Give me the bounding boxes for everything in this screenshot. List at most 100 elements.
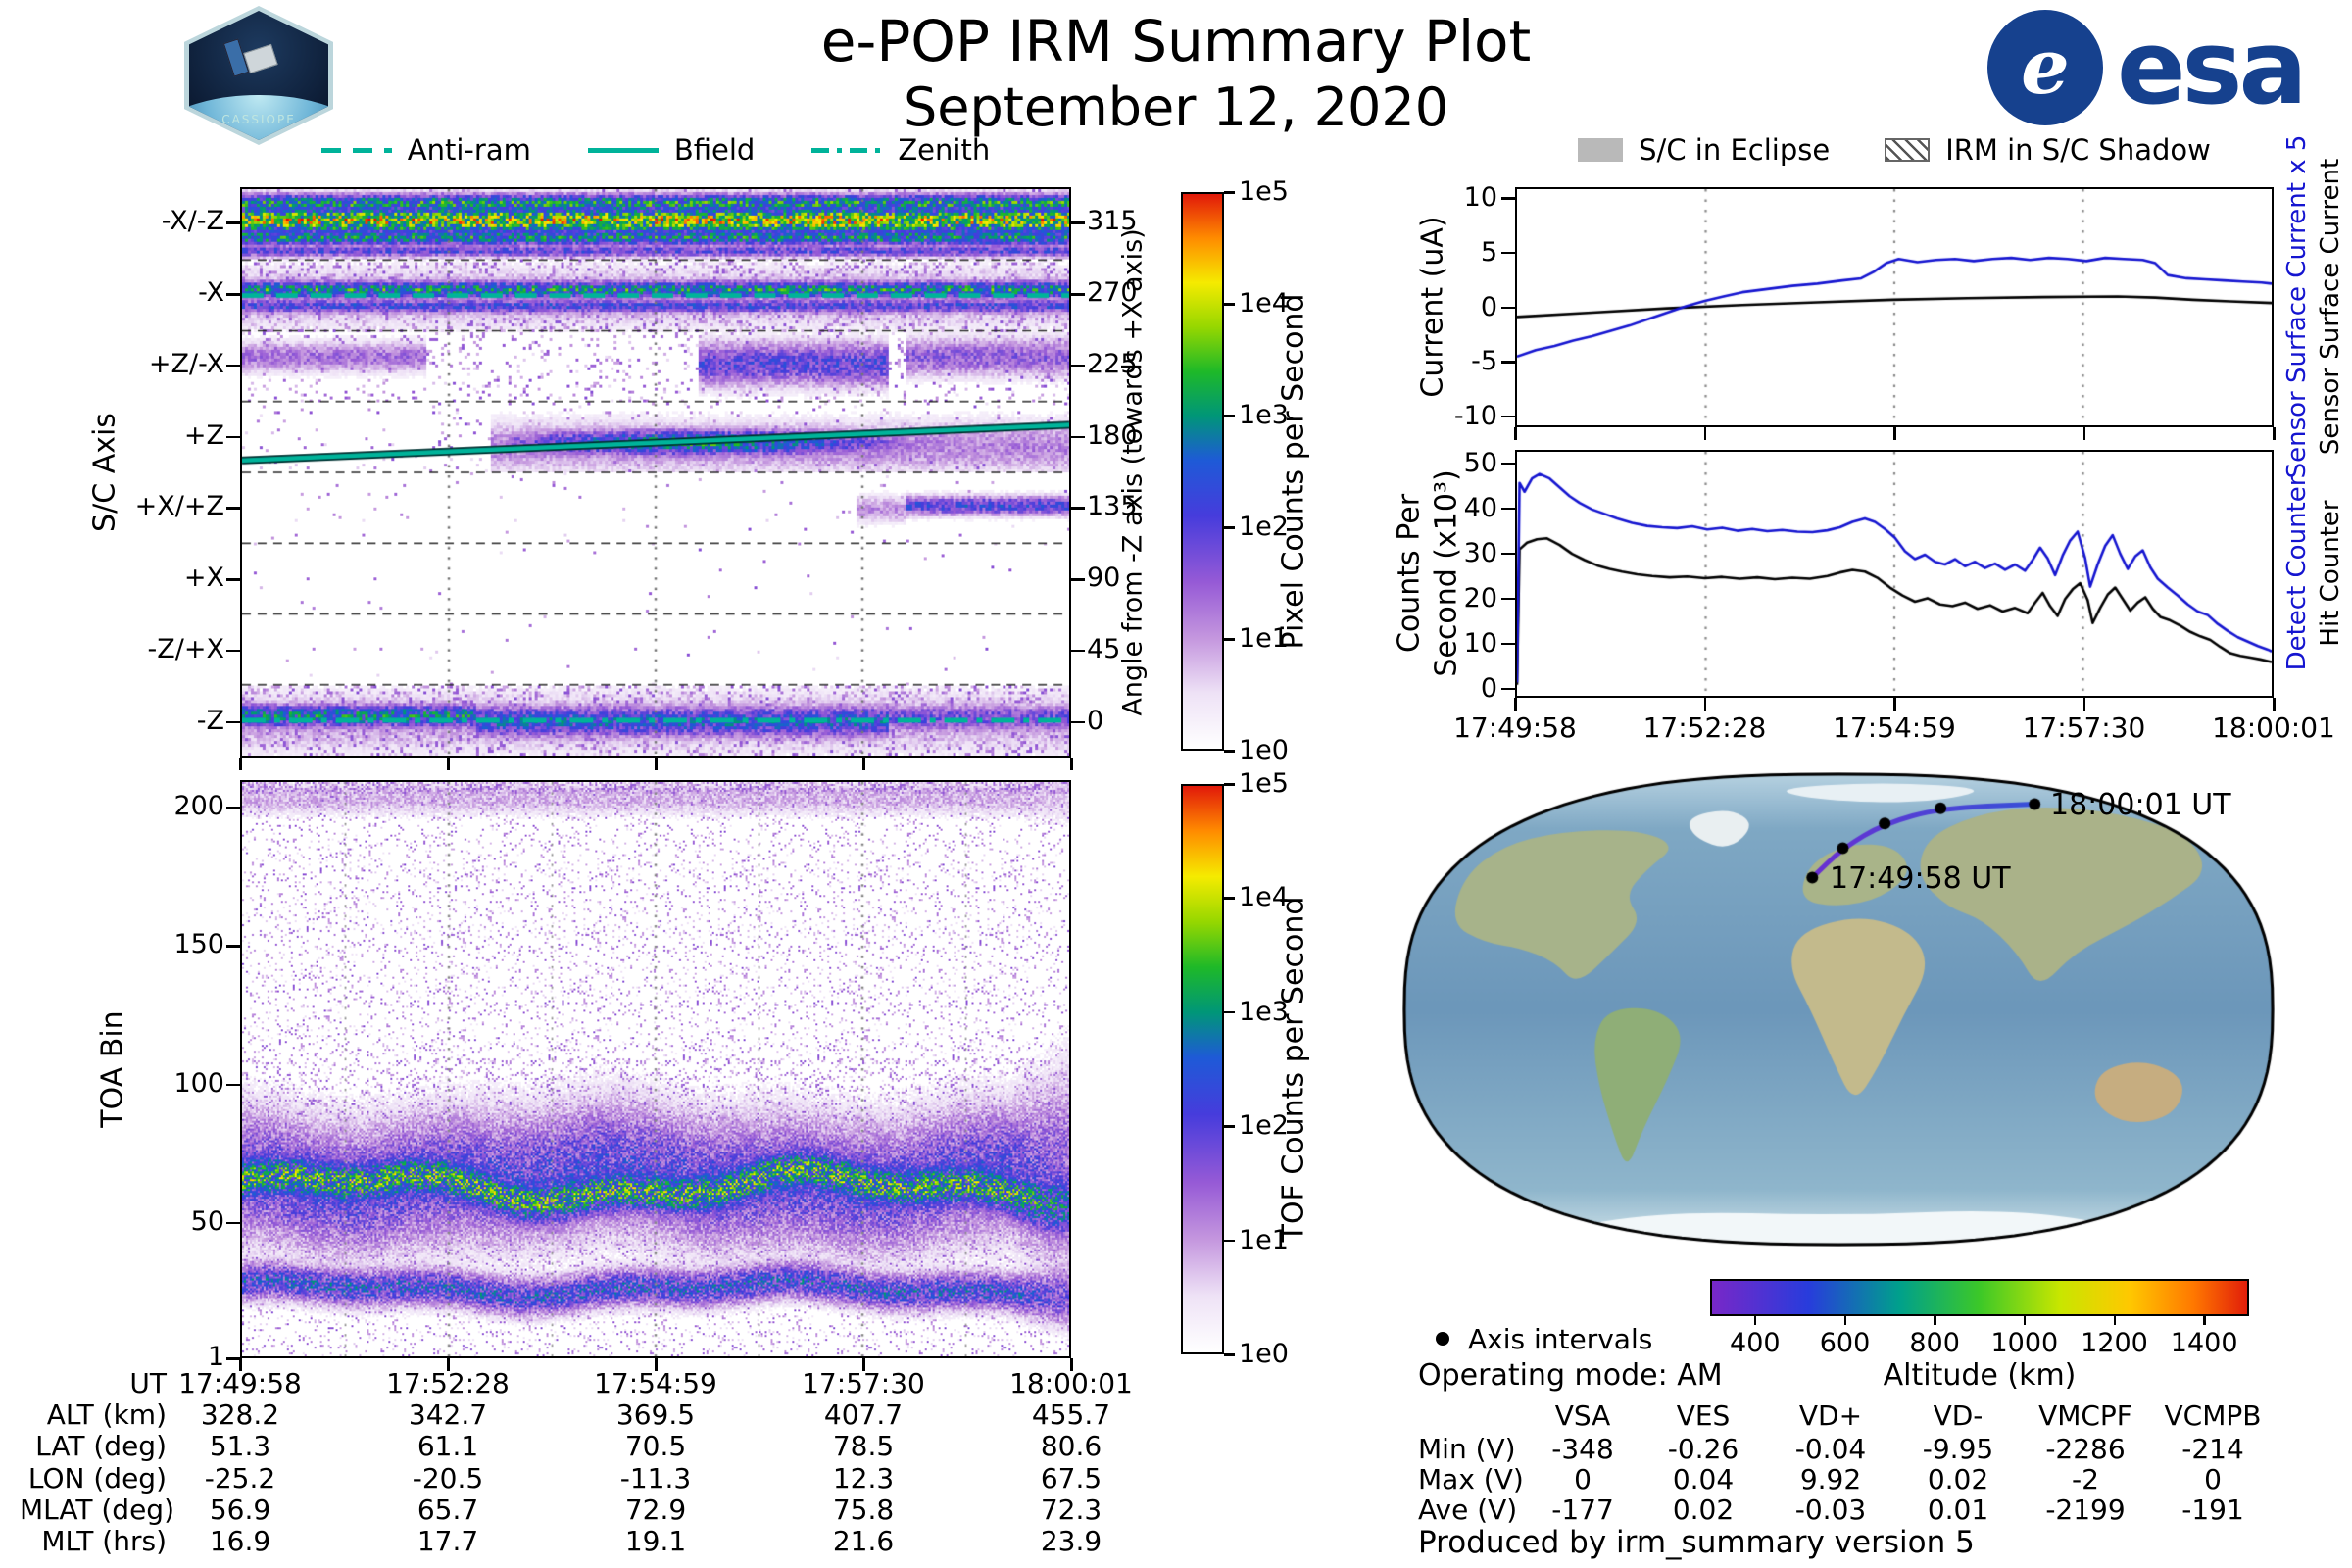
toa-ytick-mark (226, 1221, 240, 1225)
hv-value: -2286 (2045, 1433, 2126, 1465)
esa-logo: e esa (1987, 8, 2308, 127)
toa-ytick-label: 100 (173, 1067, 224, 1099)
hv-col-header: VSA (1554, 1399, 1611, 1432)
ephemeris-value: -11.3 (619, 1462, 692, 1494)
pixel-cbar-tick-label: 1e3 (1239, 400, 1289, 430)
ephemeris-value: 328.2 (200, 1398, 280, 1431)
ephemeris-value: 17:52:28 (386, 1367, 510, 1399)
altitude-cbar-tick-label: 600 (1819, 1328, 1871, 1358)
tof-cbar-bar (1181, 784, 1224, 1354)
tof-cbar-tick-mark (1224, 1010, 1235, 1014)
ephemeris-value: 65.7 (416, 1494, 479, 1526)
x-tick-mark (2082, 427, 2085, 440)
axis-interval-dot-icon (1436, 1332, 1449, 1346)
pixel-cbar-tick-label: 1e1 (1239, 623, 1289, 654)
toa-spectrogram-panel (240, 780, 1071, 1358)
tof-cbar-tick-mark (1224, 1353, 1235, 1356)
x-tick-mark (239, 1358, 242, 1371)
counts-xtick-label: 17:52:28 (1642, 711, 1767, 744)
ephemeris-value: 369.5 (615, 1398, 696, 1431)
counts-xtick-label: 17:49:58 (1453, 711, 1577, 744)
ephemeris-value: 23.9 (1040, 1525, 1102, 1557)
altitude-cbar-tick-mark (1753, 1316, 1757, 1325)
hv-row-label: Min (V) (1418, 1433, 1516, 1465)
angle-ytick-mark (1071, 293, 1085, 296)
angle-ytick-mark (1071, 649, 1085, 653)
sc-axis-ytick-mark (226, 649, 240, 653)
ground-track-map (1402, 772, 2275, 1247)
pixel-cbar-tick-mark (1224, 526, 1235, 529)
current-ytick-label: 5 (1480, 236, 1497, 268)
toa-ytick-label: 150 (173, 929, 224, 960)
x-tick-mark (1514, 427, 1517, 440)
shadow-hatch-swatch (1885, 138, 1931, 162)
sc-axis-ytick-mark (226, 364, 240, 368)
sc-axis-ytick-label: -X (198, 277, 224, 309)
sc-axis-ytick-label: +X/+Z (134, 491, 224, 522)
produced-by-footer: Produced by irm_summary version 5 (1418, 1525, 1975, 1560)
angle-ytick-label: 135 (1087, 491, 1138, 522)
hv-row-label: Max (V) (1418, 1463, 1524, 1495)
altitude-cbar-tick-label: 1200 (2081, 1328, 2148, 1358)
angle-ytick-label: 0 (1087, 705, 1104, 736)
hv-value: 0 (1574, 1463, 1592, 1495)
zenith-legend-label: Zenith (898, 133, 991, 167)
x-tick-mark (447, 758, 450, 770)
hv-value: 0.02 (1927, 1463, 1989, 1495)
current-ytick-mark (1501, 197, 1515, 200)
pixel-cbar-tick-label: 1e4 (1239, 288, 1289, 318)
pointing-legend: Anti-ram Bfield Zenith (240, 133, 1071, 167)
x-tick-mark (2273, 427, 2276, 440)
altitude-cbar (1710, 1279, 2249, 1316)
hv-col-header: VD- (1933, 1399, 1984, 1432)
detect-counter-label: Detect Counter (2282, 475, 2312, 671)
pixel-cbar-bar (1181, 192, 1224, 751)
track-start-time-label: 17:49:58 UT (1830, 861, 2011, 896)
pixel-cbar-tick-mark (1224, 415, 1235, 417)
angle-ytick-label: 315 (1087, 206, 1138, 237)
sc-axis-ytick-label: +Z (183, 419, 224, 451)
pixel-cbar-tick-label: 1e0 (1239, 735, 1289, 765)
ephemeris-value: 70.5 (624, 1430, 687, 1462)
x-tick-mark (447, 1358, 450, 1371)
altitude-cbar-tick-label: 1400 (2170, 1328, 2238, 1358)
x-tick-mark (1893, 698, 1896, 710)
tof-cbar-tick-mark (1224, 1125, 1235, 1128)
satellite-icon (243, 43, 278, 74)
pixel-cbar-tick-mark (1224, 750, 1235, 753)
hv-value: -214 (2181, 1433, 2244, 1465)
toa-spectrogram-canvas (242, 782, 1069, 1356)
counts-ytick-label: 30 (1463, 537, 1497, 568)
current-ytick-label: -5 (1471, 346, 1497, 377)
tof-cbar-tick-label: 1e0 (1239, 1339, 1289, 1369)
legend-item-eclipse: S/C in Eclipse (1578, 133, 1830, 167)
x-tick-mark (655, 758, 658, 770)
ephemeris-value: 61.1 (416, 1430, 479, 1462)
ephemeris-value: 51.3 (209, 1430, 271, 1462)
ephemeris-value: 342.7 (408, 1398, 488, 1431)
sc-axis-ytick-mark (226, 720, 240, 724)
counts-ytick-label: 40 (1463, 492, 1497, 523)
sc-axis-ytick-label: -Z/+X (147, 633, 224, 664)
ephemeris-row-label: MLAT (deg) (20, 1494, 175, 1526)
altitude-cbar-label: Altitude (km) (1883, 1358, 2077, 1393)
toa-ytick-mark (226, 945, 240, 948)
cassiope-patch-label: CASSIOPE (221, 113, 296, 126)
counts-ytick-mark (1501, 462, 1515, 466)
pixel-cbar-label: Pixel Counts per Second (1276, 293, 1311, 650)
sc-axis-spectrogram-canvas (242, 189, 1069, 756)
angle-ytick-mark (1071, 435, 1085, 439)
page-title: e-POP IRM Summary Plot (820, 8, 1532, 74)
angle-ytick-mark (1071, 507, 1085, 510)
zenith-line-sample (811, 147, 883, 153)
ephemeris-row-label: LON (deg) (27, 1462, 167, 1494)
ephemeris-row-label: UT (129, 1367, 167, 1399)
tof-cbar-tick-mark (1224, 1239, 1235, 1243)
hv-value: -0.26 (1667, 1433, 1740, 1465)
bfield-legend-label: Bfield (673, 133, 756, 167)
angle-ytick-mark (1071, 221, 1085, 224)
hv-value: -177 (1551, 1494, 1614, 1526)
esa-wordmark: esa (2117, 8, 2308, 127)
world-map-canvas (1402, 772, 2275, 1247)
